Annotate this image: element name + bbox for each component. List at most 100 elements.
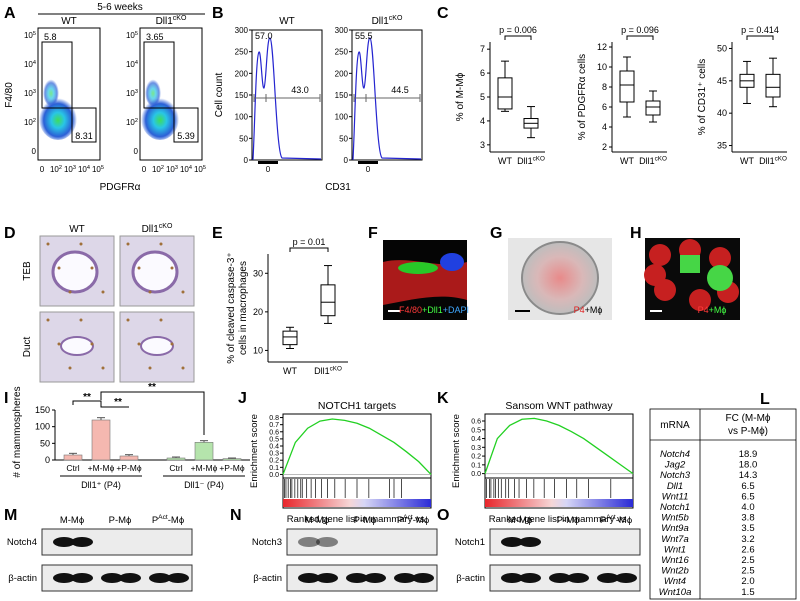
p-bracket — [504, 35, 532, 40]
fold-change: 14.3 — [739, 470, 758, 481]
box — [645, 100, 661, 116]
band — [519, 537, 541, 547]
y-tick-label: 0.7 — [269, 422, 279, 429]
gate — [173, 107, 199, 143]
x-axis-label: Ranked gene list in mammary vs. — [287, 514, 427, 525]
cell-cloud — [145, 78, 161, 106]
x-tick-label: 104 — [78, 165, 90, 174]
x-tick-label: 103 — [64, 165, 76, 174]
fold-change: 3.5 — [741, 523, 754, 534]
gene-name: Wnt11 — [662, 491, 689, 502]
gate-value: 5.8 — [44, 32, 57, 42]
text-base: 10 — [180, 165, 189, 174]
y-axis-label: cells in macrophages — [238, 261, 249, 355]
y-tick-label: 300 — [235, 26, 249, 35]
text-base: P — [397, 515, 403, 526]
duct — [60, 336, 94, 356]
stain-dot — [68, 366, 72, 370]
mammosphere — [521, 241, 599, 315]
y-tick-label: 7 — [480, 44, 485, 54]
x-axis-label: Ranked gene list in mammary vs. — [489, 514, 629, 525]
duct — [140, 336, 174, 356]
x-tick-label: 102 — [50, 165, 62, 174]
band — [597, 573, 619, 583]
y-tick-label: 0.1 — [471, 462, 481, 469]
sig-bracket — [100, 391, 205, 435]
band — [364, 573, 386, 583]
gene-name: Wnt9a — [661, 523, 688, 534]
stain-dot — [148, 366, 152, 370]
band — [167, 573, 189, 583]
row-label: β-actin — [253, 573, 282, 584]
plot-frame — [251, 29, 323, 161]
y-axis-label: Enrichment score — [249, 414, 260, 488]
band — [394, 573, 416, 583]
text-sup: 3 — [175, 165, 178, 171]
y-tick-label: 0 — [45, 455, 50, 465]
y-axis-label: Cell count — [214, 73, 225, 118]
text-base: 10 — [152, 165, 161, 174]
x-tick-label: WT — [740, 156, 754, 166]
box — [619, 70, 635, 103]
plot-frame — [351, 29, 423, 161]
image-caption: P4+Mϕ — [574, 305, 603, 315]
lane-label: P-Mϕ — [109, 515, 132, 526]
text-tail: -Mϕ — [413, 515, 429, 526]
significance: ** — [83, 392, 91, 403]
lane-label: M-Mϕ — [60, 515, 84, 526]
text-sup: 2 — [33, 118, 36, 124]
panel-letter: L — [760, 391, 770, 408]
gene-name: Wnt16 — [661, 555, 689, 566]
y-tick-label: 6 — [602, 102, 607, 112]
fold-change: 2.0 — [741, 576, 754, 587]
band — [519, 573, 541, 583]
text-part: F4/80 — [399, 305, 422, 315]
plot-frame — [484, 413, 634, 509]
text-part: +Dll1 — [422, 305, 443, 315]
x-tick-label: Ctrl — [66, 463, 79, 473]
text-sup: cKO — [330, 365, 342, 372]
lane-label: P-Mϕ — [557, 515, 580, 526]
y-tick-label: 0.1 — [269, 465, 279, 472]
row-label: Duct — [22, 336, 33, 357]
text-base: 10 — [126, 31, 135, 40]
text-sup: cKO — [173, 15, 187, 22]
y-tick-label: 104 — [126, 60, 138, 69]
p-bracket — [746, 35, 774, 40]
y-tick-label: 0.6 — [471, 419, 481, 426]
y-tick-label: 150 — [235, 91, 249, 100]
duct — [131, 250, 179, 294]
text-base: Dll1 — [314, 366, 330, 376]
plot-frame — [282, 413, 432, 509]
gene-name: Notch1 — [660, 502, 690, 513]
text-sup: 4 — [33, 60, 36, 66]
y-axis-label: % of M-Mϕ — [455, 72, 466, 121]
band — [412, 573, 434, 583]
x-tick-label: 102 — [152, 165, 164, 174]
gene-name: Dll1 — [667, 481, 683, 492]
y-tick-label: 0 — [32, 147, 37, 156]
y-tick-label: 12 — [597, 42, 607, 52]
gate-value: 5.39 — [177, 131, 195, 141]
y-tick-label: 0.5 — [471, 427, 481, 434]
fold-change: 6.5 — [741, 481, 754, 492]
bar — [91, 419, 111, 461]
panel-header: 5-6 weeks — [97, 2, 143, 13]
text-base: 10 — [24, 118, 33, 127]
x-tick-label: 0 — [266, 165, 271, 174]
plot-title: Dll1cKO — [156, 15, 187, 27]
box — [282, 330, 298, 346]
panel-letter: D — [4, 225, 16, 242]
cell-green — [707, 265, 733, 291]
panel-letter: M — [4, 507, 17, 524]
text-sup: 2 — [135, 118, 138, 124]
y-tick-label: 0.0 — [269, 472, 279, 479]
bar — [194, 442, 214, 461]
table-header: FC (M-Mϕ — [725, 413, 770, 424]
histogram-curve — [352, 37, 422, 161]
image-caption: F4/80+Dll1+DAPI — [399, 305, 469, 315]
text-base: 10 — [194, 165, 203, 174]
x-tick-label: 0 — [366, 165, 371, 174]
x-tick-label: +P-Mϕ — [116, 463, 142, 473]
